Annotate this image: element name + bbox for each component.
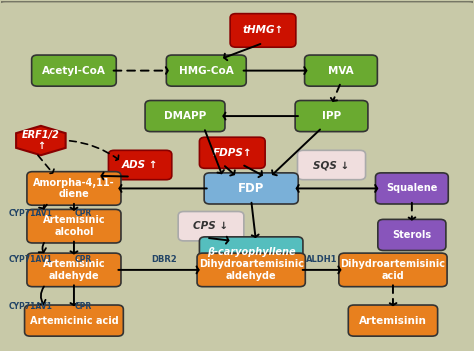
Text: Artemisinic
aldehyde: Artemisinic aldehyde xyxy=(43,259,105,281)
Text: MVA: MVA xyxy=(328,66,354,75)
Text: DBR2: DBR2 xyxy=(151,255,177,264)
FancyBboxPatch shape xyxy=(178,212,244,241)
FancyBboxPatch shape xyxy=(375,173,448,204)
FancyBboxPatch shape xyxy=(166,55,246,86)
Text: Sterols: Sterols xyxy=(392,230,431,240)
Text: HMG-CoA: HMG-CoA xyxy=(179,66,234,75)
Text: ALDH1: ALDH1 xyxy=(306,255,338,264)
Text: FDP: FDP xyxy=(238,182,264,195)
FancyBboxPatch shape xyxy=(295,100,368,132)
FancyBboxPatch shape xyxy=(204,173,298,204)
FancyBboxPatch shape xyxy=(348,305,438,336)
FancyBboxPatch shape xyxy=(378,219,446,251)
Text: Dihydroartemisinic
aldehyde: Dihydroartemisinic aldehyde xyxy=(199,259,304,281)
Text: Acetyl-CoA: Acetyl-CoA xyxy=(42,66,106,75)
FancyBboxPatch shape xyxy=(27,253,121,287)
Text: CYP71AV1: CYP71AV1 xyxy=(9,255,53,264)
FancyBboxPatch shape xyxy=(339,253,447,287)
Text: Squalene: Squalene xyxy=(386,184,438,193)
FancyBboxPatch shape xyxy=(197,253,305,287)
FancyBboxPatch shape xyxy=(109,150,172,180)
FancyBboxPatch shape xyxy=(32,55,116,86)
Text: Dihydroartemisinic
acid: Dihydroartemisinic acid xyxy=(340,259,446,281)
Text: β-caryophyllene: β-caryophyllene xyxy=(207,247,295,257)
FancyBboxPatch shape xyxy=(145,100,225,132)
Text: Artemisinic
alcohol: Artemisinic alcohol xyxy=(43,216,105,237)
Text: SQS ↓: SQS ↓ xyxy=(313,160,350,170)
Text: CYP71AV1: CYP71AV1 xyxy=(9,302,53,311)
FancyBboxPatch shape xyxy=(200,237,303,268)
Text: tHMG↑: tHMG↑ xyxy=(242,25,283,35)
Text: CPR: CPR xyxy=(75,255,92,264)
Text: CYP71AV1: CYP71AV1 xyxy=(9,210,53,218)
FancyBboxPatch shape xyxy=(27,210,121,243)
FancyBboxPatch shape xyxy=(305,55,377,86)
Text: CPS ↓: CPS ↓ xyxy=(193,221,228,231)
Text: IPP: IPP xyxy=(322,111,341,121)
FancyBboxPatch shape xyxy=(27,172,121,205)
Text: Amorpha-4,11-
diene: Amorpha-4,11- diene xyxy=(33,178,115,199)
Text: Artemicinic acid: Artemicinic acid xyxy=(29,316,118,326)
Text: FDPS↑: FDPS↑ xyxy=(212,148,252,158)
Text: CPR: CPR xyxy=(75,302,92,311)
Text: CPR: CPR xyxy=(75,210,92,218)
Polygon shape xyxy=(16,126,65,155)
Text: ERF1/2
↑: ERF1/2 ↑ xyxy=(22,130,60,151)
Text: ADS ↑: ADS ↑ xyxy=(122,160,158,170)
FancyBboxPatch shape xyxy=(25,305,123,336)
FancyBboxPatch shape xyxy=(298,150,365,180)
FancyBboxPatch shape xyxy=(230,14,296,47)
Text: DMAPP: DMAPP xyxy=(164,111,206,121)
Text: Artemisinin: Artemisinin xyxy=(359,316,427,326)
FancyBboxPatch shape xyxy=(200,137,265,168)
